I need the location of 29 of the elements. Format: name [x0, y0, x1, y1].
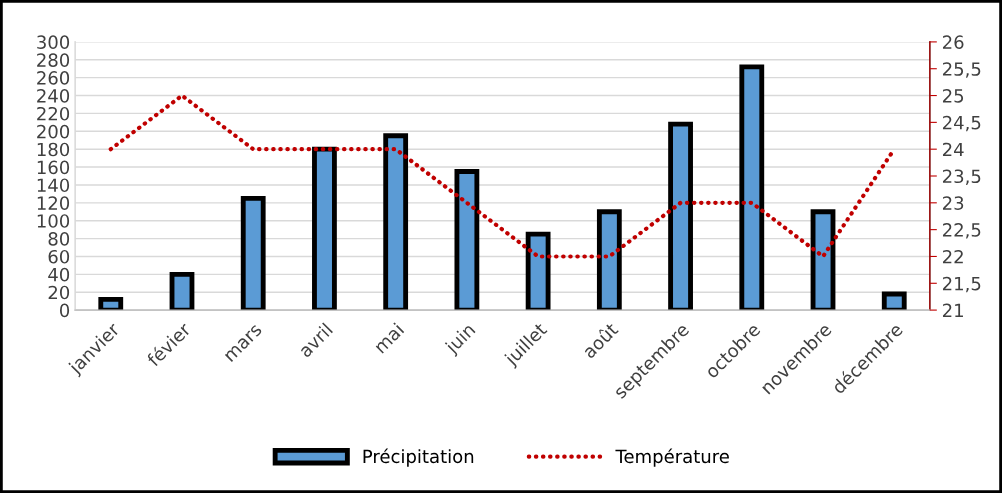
y-tick-label: 220 — [37, 106, 70, 121]
y-tick-label: 100 — [37, 214, 70, 228]
y2-tick-label: 23 — [942, 196, 964, 210]
y-tick-label: 260 — [37, 71, 70, 85]
y2-tick-label: 24,5 — [942, 115, 981, 132]
y2-tick-label: 25,5 — [942, 62, 981, 78]
y-tick-label: 20 — [48, 285, 70, 300]
y2-tick-label: 22 — [942, 249, 963, 264]
y-tick-label: 80 — [48, 232, 70, 246]
y2-tick-label: 24 — [942, 142, 964, 157]
y-tick-label: 60 — [48, 249, 70, 264]
y2-tick-label: 21,5 — [942, 276, 981, 293]
y-tick-label: 300 — [37, 35, 70, 50]
legend-label: Température — [615, 448, 729, 467]
y2-tick-label: 21 — [942, 303, 963, 317]
y2-tick-label: 23,5 — [942, 169, 981, 185]
y-tick-label: 140 — [37, 178, 70, 193]
y-tick-label: 40 — [48, 267, 70, 282]
legend-label: Précipitation — [363, 448, 474, 467]
y-tick-label: 200 — [37, 124, 70, 139]
y-tick-label: 280 — [37, 53, 70, 67]
y-tick-label: 240 — [37, 89, 70, 103]
y-tick-label: 160 — [37, 160, 70, 175]
y2-tick-label: 26 — [942, 35, 964, 50]
y-tick-label: 120 — [37, 196, 70, 210]
y2-tick-label: 22,5 — [942, 223, 981, 239]
y-tick-label: 0 — [59, 303, 70, 318]
y-tick-label: 180 — [37, 142, 70, 157]
y2-tick-label: 25 — [942, 89, 964, 103]
